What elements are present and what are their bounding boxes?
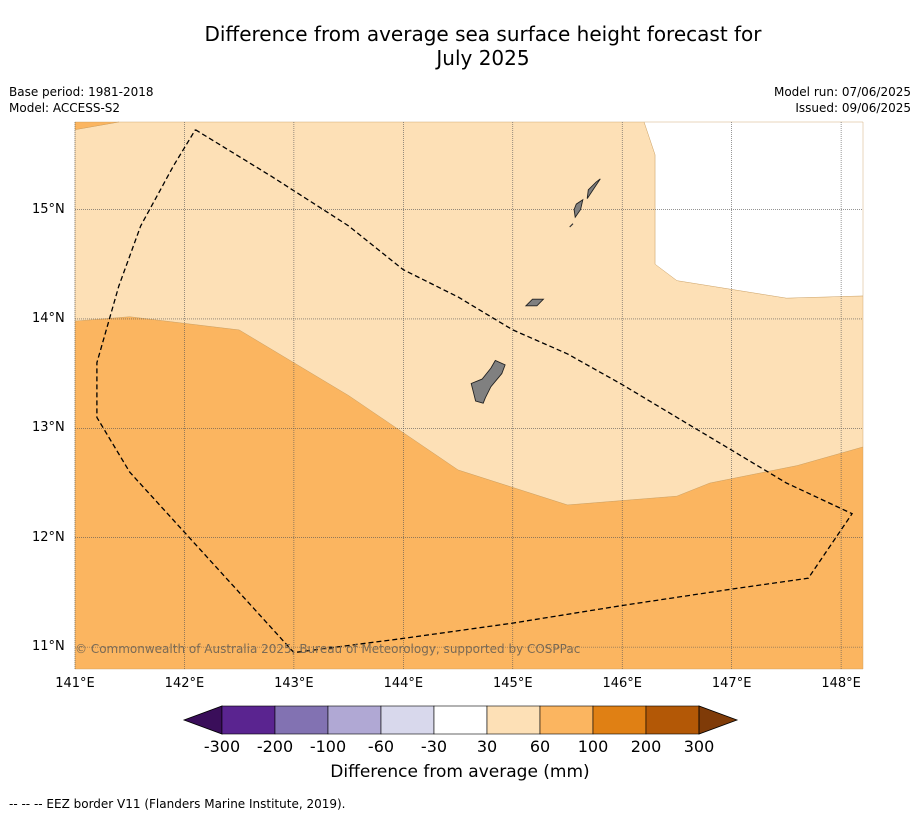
colorbar-segment — [433, 705, 488, 735]
colorbar-tick-label: -200 — [256, 737, 294, 756]
colorbar-tick-label: -100 — [309, 737, 347, 756]
eez-footnote: -- -- -- EEZ border V11 (Flanders Marine… — [9, 797, 346, 811]
model-name: Model: ACCESS-S2 — [9, 101, 121, 115]
anomaly-regions — [74, 121, 864, 670]
island-rota — [524, 298, 545, 307]
colorbar-tick-label: 200 — [630, 737, 662, 756]
base-period: Base period: 1981-2018 — [9, 85, 154, 99]
colorbar-segment — [380, 705, 435, 735]
colorbar-segment — [592, 705, 647, 735]
map-title-line1: Difference from average sea surface heig… — [204, 22, 762, 46]
colorbar-segment — [327, 705, 382, 735]
lon-tick-label: 146°E — [602, 676, 642, 691]
anomaly-region-3 — [643, 121, 864, 299]
eez-border-line — [96, 129, 854, 654]
island-guam — [470, 359, 506, 404]
graticule-gridlines — [74, 122, 863, 669]
meta-right: Model run: 07/06/2025 Issued: 09/06/2025 — [774, 84, 911, 116]
colorbar-tick-label: 100 — [577, 737, 609, 756]
lon-tick-label: 147°E — [711, 676, 752, 691]
colorbar-segment — [539, 705, 594, 735]
lat-tick-label: 13°N — [32, 420, 65, 436]
lon-tick-label: 148°E — [821, 676, 861, 691]
map-title-line2: July 2025 — [436, 46, 530, 70]
lat-tick-label: 12°N — [32, 529, 65, 545]
colorbar-tick-label: -30 — [420, 737, 448, 756]
island-saipan — [586, 178, 601, 199]
lon-tick-label: 142°E — [164, 676, 205, 691]
colorbar-segment — [274, 705, 329, 735]
lon-tick-label: 143°E — [274, 676, 314, 691]
colorbar-tick-label: 300 — [683, 737, 715, 756]
colorbar-tick-label: -300 — [203, 737, 241, 756]
colorbar-segment — [645, 705, 700, 735]
colorbar-tick-label: 60 — [529, 737, 551, 756]
eez-border-layer — [96, 129, 854, 654]
lon-tick-label: 141°E — [55, 676, 95, 691]
colorbar-arrow-low — [182, 705, 223, 735]
colorbar — [182, 705, 739, 735]
issued-date: Issued: 09/06/2025 — [795, 101, 911, 115]
colorbar-segment — [486, 705, 541, 735]
colorbar-arrow-high — [698, 705, 739, 735]
island-tinian — [573, 198, 584, 219]
island-aguijan — [569, 223, 574, 228]
lat-tick-label: 11°N — [32, 639, 65, 655]
meta-left: Base period: 1981-2018 Model: ACCESS-S2 — [9, 84, 154, 116]
colorbar-tick-label: -60 — [367, 737, 395, 756]
colorbar-title: Difference from average (mm) — [330, 762, 590, 782]
copyright-notice: © Commonwealth of Australia 2025, Bureau… — [75, 642, 581, 656]
model-run: Model run: 07/06/2025 — [773, 85, 911, 99]
islands-layer — [470, 178, 601, 404]
anomaly-region-2 — [74, 121, 119, 130]
lon-tick-label: 144°E — [383, 676, 424, 691]
colorbar-segment — [221, 705, 276, 735]
lat-tick-label: 15°N — [32, 201, 65, 217]
lat-tick-label: 14°N — [32, 310, 65, 326]
colorbar-tick-label: 30 — [476, 737, 498, 756]
lon-tick-label: 145°E — [493, 676, 533, 691]
map-title: Difference from average sea surface heig… — [183, 22, 783, 70]
